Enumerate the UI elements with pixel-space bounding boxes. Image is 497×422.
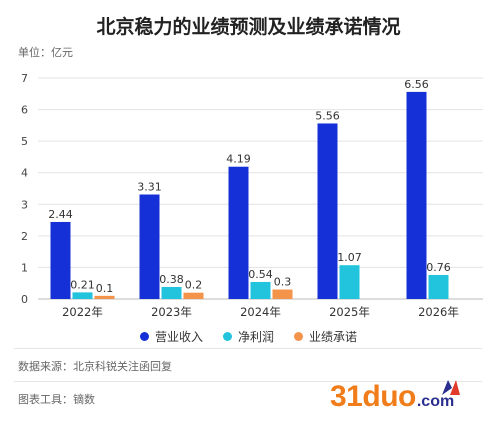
data-label: 0.3 <box>274 276 292 289</box>
y-tick-label: 7 <box>21 72 28 85</box>
x-category-label: 2024年 <box>240 305 281 319</box>
watermark-main: 31duo <box>330 380 416 413</box>
data-label: 4.19 <box>226 153 251 166</box>
data-label: 2.44 <box>48 208 73 221</box>
y-tick-label: 0 <box>21 293 28 306</box>
data-label: 0.38 <box>159 273 184 286</box>
legend-dot-icon <box>139 332 149 341</box>
divider <box>14 381 482 382</box>
data-label: 0.76 <box>426 261 451 274</box>
data-label: 1.07 <box>337 251 362 264</box>
bar-net-profit-0 <box>72 292 93 299</box>
watermark-mark-icon <box>442 380 460 395</box>
data-label: 3.31 <box>137 180 162 193</box>
bar-revenue-4 <box>406 91 427 300</box>
bar-net-profit-1 <box>161 287 182 299</box>
data-label: 0.1 <box>96 282 114 295</box>
y-tick-label: 5 <box>21 135 28 148</box>
y-tick-label: 4 <box>21 167 28 180</box>
data-label: 5.56 <box>315 109 340 122</box>
legend-item: 业绩承诺 <box>294 328 357 345</box>
legend-label: 净利润 <box>237 330 274 344</box>
source-note: 数据来源：北京科锐关注函回复 <box>18 360 172 373</box>
data-label: 0.21 <box>70 278 95 291</box>
bar-net-profit-3 <box>339 265 360 299</box>
bar-revenue-0 <box>50 221 71 299</box>
x-category-label: 2026年 <box>418 305 459 319</box>
legend: 营业收入 净利润 业绩承诺 <box>0 328 497 345</box>
bar-net-profit-4 <box>428 275 449 299</box>
y-tick-label: 3 <box>21 198 28 211</box>
x-category-label: 2022年 <box>62 305 103 319</box>
y-tick-label: 6 <box>21 104 28 117</box>
watermark-logo: 31duo .com <box>330 380 460 414</box>
legend-dot-icon <box>294 332 303 341</box>
divider <box>14 348 482 349</box>
bar-chart: 0 1 2 3 4 5 6 7 2.44 0.21 0.1 2022年 3.31 0.38 0.2 2023年… <box>21 72 483 319</box>
legend-dot-icon <box>222 332 232 341</box>
watermark-suffix: .com <box>416 393 455 410</box>
y-tick-label: 1 <box>21 261 28 274</box>
bar-revenue-1 <box>139 194 160 299</box>
legend-item: 净利润 <box>222 328 274 345</box>
bar-net-profit-2 <box>250 281 271 299</box>
data-label: 0.2 <box>185 279 203 292</box>
x-category-label: 2023年 <box>151 305 192 319</box>
unit-label: 单位：亿元 <box>18 46 73 59</box>
bar-revenue-2 <box>228 166 249 299</box>
bar-commitment-2 <box>272 289 293 299</box>
bar-commitment-0 <box>94 295 115 299</box>
legend-label: 营业收入 <box>154 330 203 344</box>
bar-revenue-3 <box>317 123 338 299</box>
data-label: 6.56 <box>404 78 429 91</box>
tool-note: 图表工具：镝数 <box>18 393 95 406</box>
data-label: 0.54 <box>248 268 273 281</box>
y-tick-label: 2 <box>21 230 28 243</box>
label-layer: 0 1 2 3 4 5 6 7 2.44 0.21 0.1 2022年 3.31 0.38 0.2 2023年… <box>21 72 459 319</box>
x-category-label: 2025年 <box>329 305 370 319</box>
legend-label: 业绩承诺 <box>309 330 358 344</box>
legend-item: 营业收入 <box>139 328 203 345</box>
bar-layer <box>50 91 449 300</box>
bar-commitment-1 <box>183 292 204 299</box>
chart-title: 北京稳力的业绩预测及业绩承诺情况 <box>96 16 401 38</box>
